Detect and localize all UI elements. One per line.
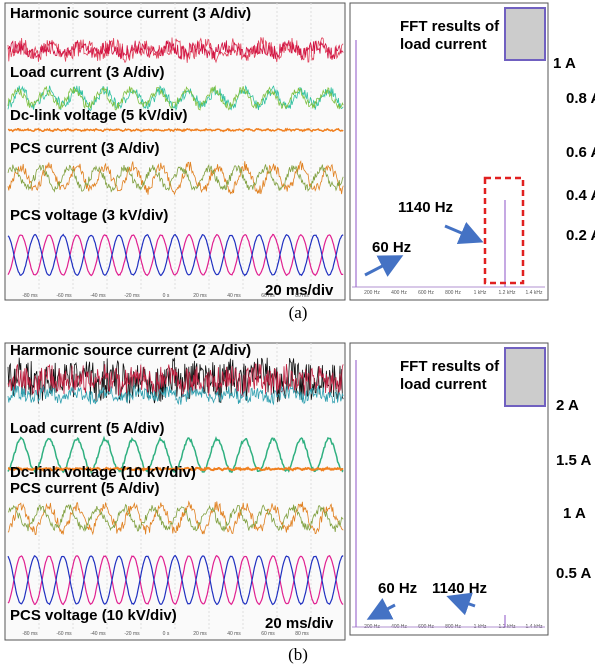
fft-scale: 1 A [563,505,586,522]
time-tick: -60 ms [56,293,72,299]
fft-scale: 0.4 A [566,187,595,204]
time-tick: 40 ms [227,293,241,299]
time-tick: -80 ms [22,631,38,637]
freq-tick: 200 Hz [364,290,380,296]
time-scale: 20 ms/div [265,615,334,632]
time-tick: 0 s [163,631,170,637]
panel: Harmonic source current (3 A/div) Load cu… [5,3,595,322]
time-tick: 0 s [163,293,170,299]
fft-thumb [505,348,545,406]
waveform-label: Harmonic source current (3 A/div) [10,5,251,22]
time-tick: 80 ms [295,293,309,299]
fft-thumb [505,8,545,60]
time-tick: -20 ms [124,631,140,637]
fft-title: load current [400,36,487,53]
fft-scale: 0.6 A [566,144,595,161]
waveform-label: PCS voltage (10 kV/div) [10,607,177,624]
freq-tick: 1.4 kHz [526,290,543,296]
fft-scale: 1.5 A [556,452,591,469]
waveform-label: PCS voltage (3 kV/div) [10,207,168,224]
time-tick: -40 ms [90,631,106,637]
waveform-label: Harmonic source current (2 A/div) [10,342,251,359]
time-tick: 60 ms [261,293,275,299]
fft-scale: 0.2 A [566,227,595,244]
panel: Harmonic source current (2 A/div) Load cu… [5,342,591,664]
freq-tick: 1 kHz [474,290,487,296]
waveform-label: PCS current (5 A/div) [10,480,159,497]
freq-tick: 800 Hz [445,290,461,296]
waveform-label: Dc-link voltage (5 kV/div) [10,107,188,124]
time-tick: 20 ms [193,293,207,299]
fft-annotation: 1140 Hz [432,580,487,597]
waveform-label: Dc-link voltage (10 kV/div) [10,464,196,481]
time-tick: -80 ms [22,293,38,299]
caption: (a) [289,303,308,322]
time-tick: 60 ms [261,631,275,637]
figure: Harmonic source current (3 A/div) Load cu… [0,0,595,666]
fft-scale: 0.8 A [566,90,595,107]
waveform-label: PCS current (3 A/div) [10,140,159,157]
time-tick: 20 ms [193,631,207,637]
freq-tick: 600 Hz [418,290,434,296]
time-tick: -20 ms [124,293,140,299]
time-tick: -60 ms [56,631,72,637]
freq-tick: 1.2 kHz [499,290,516,296]
fft-annotation: 60 Hz [372,239,411,256]
time-tick: -40 ms [90,293,106,299]
fft-annotation: 60 Hz [378,580,417,597]
fft-scale: 1 A [553,55,576,72]
fft-annotation: 1140 Hz [398,199,453,216]
fft-title: FFT results of [400,18,500,35]
waveform-label: Load current (5 A/div) [10,420,164,437]
waveform-label: Load current (3 A/div) [10,64,164,81]
fft-title: load current [400,376,487,393]
fft-scale: 2 A [556,397,579,414]
fft-title: FFT results of [400,358,500,375]
time-tick: 80 ms [295,631,309,637]
time-tick: 40 ms [227,631,241,637]
fft-scale: 0.5 A [556,565,591,582]
caption: (b) [288,645,308,664]
freq-tick: 400 Hz [391,290,407,296]
